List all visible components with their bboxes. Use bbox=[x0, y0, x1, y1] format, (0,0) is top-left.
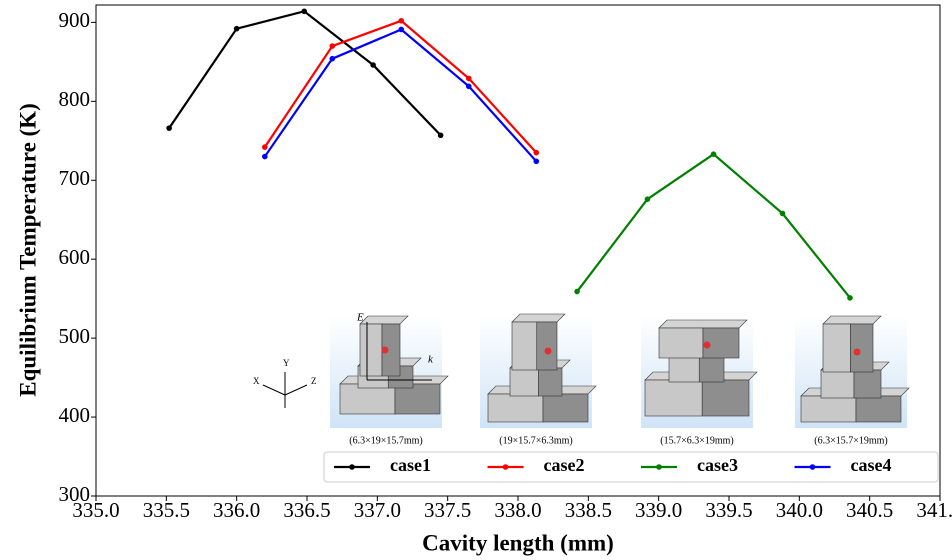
inset-box-front bbox=[821, 370, 854, 398]
inset-box-front bbox=[823, 324, 851, 372]
x-tick-label: 335.5 bbox=[143, 498, 190, 522]
inset-box-front bbox=[340, 384, 395, 414]
inset-caption: (6.3×19×15.7mm) bbox=[349, 435, 423, 446]
y-tick-label: 700 bbox=[59, 166, 91, 190]
series-point bbox=[466, 84, 472, 90]
x-tick-label: 337.5 bbox=[424, 498, 471, 522]
inset-box-side bbox=[702, 380, 749, 416]
y-tick-label: 800 bbox=[59, 87, 91, 111]
x-tick-label: 340.5 bbox=[846, 498, 893, 522]
series-point bbox=[234, 26, 240, 32]
y-tick-label: 600 bbox=[59, 245, 91, 269]
series-point bbox=[398, 27, 404, 33]
x-tick-label: 341.0 bbox=[916, 498, 952, 522]
legend-label: case3 bbox=[697, 455, 738, 475]
x-axis-label: Cavity length (mm) bbox=[422, 530, 614, 555]
inset-box-top bbox=[823, 316, 881, 324]
inset-box-front bbox=[510, 368, 539, 396]
x-tick-label: 340.0 bbox=[776, 498, 823, 522]
series-point bbox=[780, 211, 786, 217]
x-tick-label: 338.5 bbox=[565, 498, 612, 522]
series-point bbox=[847, 295, 853, 301]
inset-box-front bbox=[488, 394, 543, 422]
x-tick-label: 339.0 bbox=[635, 498, 682, 522]
series-line bbox=[577, 154, 850, 298]
inset-red-dot bbox=[545, 348, 552, 355]
axis-icon bbox=[263, 385, 285, 395]
inset-box-front bbox=[801, 396, 856, 422]
inset-red-dot bbox=[382, 347, 389, 354]
series-point bbox=[262, 154, 268, 160]
series-point bbox=[711, 151, 717, 157]
inset-box-side bbox=[851, 324, 874, 372]
series-point bbox=[574, 289, 580, 295]
series-point bbox=[438, 132, 444, 138]
series-point bbox=[533, 150, 539, 156]
series-point bbox=[330, 43, 336, 49]
inset-box-top bbox=[659, 320, 747, 328]
series-point bbox=[533, 158, 539, 164]
x-tick-label: 339.5 bbox=[705, 498, 752, 522]
legend-label: case2 bbox=[544, 455, 585, 475]
e-label: E bbox=[356, 312, 364, 324]
inset-box-side bbox=[543, 394, 588, 422]
series-point bbox=[466, 76, 472, 82]
series-point bbox=[166, 125, 172, 131]
x-tick-label: 338.0 bbox=[494, 498, 541, 522]
series-point bbox=[398, 18, 404, 24]
x-tick-label: 336.0 bbox=[213, 498, 260, 522]
inset-caption: (19×15.7×6.3mm) bbox=[499, 435, 573, 446]
inset-box-side bbox=[854, 370, 881, 398]
legend-label: case4 bbox=[851, 455, 892, 475]
inset-caption: (6.3×15.7×19mm) bbox=[814, 435, 888, 446]
series-point bbox=[370, 62, 376, 68]
axis-icon-label: Z bbox=[311, 376, 317, 386]
x-tick-label: 336.5 bbox=[283, 498, 330, 522]
y-axis-label: Equilibrium Temperature (K) bbox=[15, 103, 40, 397]
series-point bbox=[330, 56, 336, 62]
series-point bbox=[262, 144, 268, 150]
inset-caption: (15.7×6.3×19mm) bbox=[660, 435, 734, 446]
legend-marker bbox=[503, 464, 509, 470]
inset-box-side bbox=[539, 368, 562, 396]
x-tick-label: 335.0 bbox=[72, 498, 119, 522]
legend-marker bbox=[810, 464, 816, 470]
inset-box-front bbox=[669, 356, 699, 382]
series-line bbox=[265, 21, 536, 153]
series-line bbox=[265, 29, 536, 161]
inset-box-side bbox=[395, 384, 440, 414]
inset-box-top bbox=[512, 314, 565, 322]
legend-marker bbox=[349, 464, 355, 470]
inset-box-front bbox=[645, 380, 702, 416]
legend-marker bbox=[656, 464, 662, 470]
inset-red-dot bbox=[854, 349, 861, 356]
axis-icon-label: Y bbox=[283, 358, 290, 368]
series-point bbox=[645, 196, 651, 202]
inset-box-front bbox=[659, 328, 703, 358]
chart: Equilibrium Temperature (K) Cavity lengt… bbox=[0, 0, 952, 560]
inset-box-side bbox=[856, 396, 901, 422]
y-tick-label: 400 bbox=[59, 403, 91, 427]
legend-label: case1 bbox=[390, 455, 431, 475]
x-tick-label: 337.0 bbox=[354, 498, 401, 522]
axis-icon bbox=[285, 385, 307, 395]
inset-box-front bbox=[512, 322, 537, 370]
y-tick-label: 900 bbox=[59, 8, 91, 32]
inset-red-dot bbox=[704, 342, 711, 349]
series-point bbox=[301, 9, 307, 15]
axis-icon-label: X bbox=[253, 376, 260, 386]
inset-box-side bbox=[537, 322, 557, 370]
inset-box-side bbox=[699, 356, 724, 382]
inset-box-front bbox=[360, 324, 382, 376]
y-tick-label: 500 bbox=[59, 324, 91, 348]
